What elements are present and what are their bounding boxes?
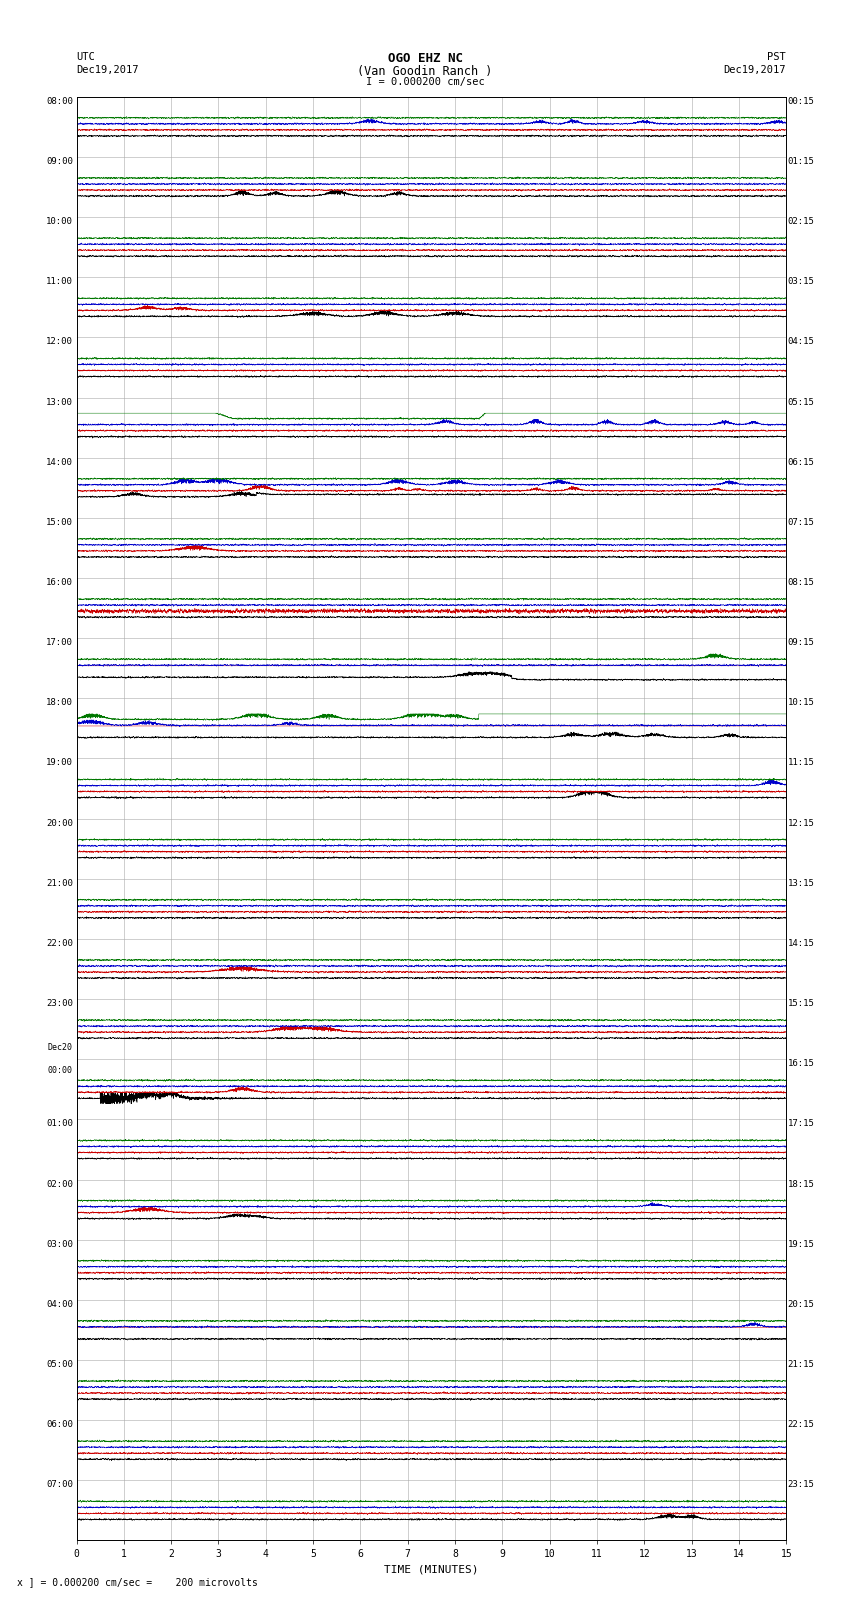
Text: 11:15: 11:15 [788, 758, 814, 768]
Text: 03:00: 03:00 [46, 1240, 73, 1248]
Text: 10:00: 10:00 [46, 218, 73, 226]
Text: Dec19,2017: Dec19,2017 [76, 65, 139, 74]
Text: 05:00: 05:00 [46, 1360, 73, 1369]
Text: 15:00: 15:00 [46, 518, 73, 527]
Text: 03:15: 03:15 [788, 277, 814, 286]
Text: 18:15: 18:15 [788, 1179, 814, 1189]
Text: 06:15: 06:15 [788, 458, 814, 466]
Text: 21:00: 21:00 [46, 879, 73, 887]
Text: OGO EHZ NC: OGO EHZ NC [388, 52, 462, 65]
Text: 01:00: 01:00 [46, 1119, 73, 1129]
Text: 15:15: 15:15 [788, 998, 814, 1008]
Text: 18:00: 18:00 [46, 698, 73, 706]
Text: 19:15: 19:15 [788, 1240, 814, 1248]
Text: (Van Goodin Ranch ): (Van Goodin Ranch ) [357, 65, 493, 77]
Text: 07:00: 07:00 [46, 1481, 73, 1489]
Text: 08:00: 08:00 [46, 97, 73, 106]
Text: 19:00: 19:00 [46, 758, 73, 768]
Text: I = 0.000200 cm/sec: I = 0.000200 cm/sec [366, 77, 484, 87]
Text: 07:15: 07:15 [788, 518, 814, 527]
Text: 06:00: 06:00 [46, 1419, 73, 1429]
X-axis label: TIME (MINUTES): TIME (MINUTES) [384, 1565, 479, 1574]
Text: 13:00: 13:00 [46, 397, 73, 406]
Text: 16:00: 16:00 [46, 577, 73, 587]
Text: x ] = 0.000200 cm/sec =    200 microvolts: x ] = 0.000200 cm/sec = 200 microvolts [17, 1578, 258, 1587]
Text: 23:15: 23:15 [788, 1481, 814, 1489]
Text: 10:15: 10:15 [788, 698, 814, 706]
Text: Dec20: Dec20 [48, 1044, 73, 1052]
Text: 02:15: 02:15 [788, 218, 814, 226]
Text: 09:00: 09:00 [46, 156, 73, 166]
Text: 04:00: 04:00 [46, 1300, 73, 1308]
Text: 00:15: 00:15 [788, 97, 814, 106]
Text: 01:15: 01:15 [788, 156, 814, 166]
Text: 04:15: 04:15 [788, 337, 814, 347]
Text: 14:00: 14:00 [46, 458, 73, 466]
Text: 09:15: 09:15 [788, 639, 814, 647]
Text: 11:00: 11:00 [46, 277, 73, 286]
Text: 22:00: 22:00 [46, 939, 73, 948]
Text: 20:15: 20:15 [788, 1300, 814, 1308]
Text: 22:15: 22:15 [788, 1419, 814, 1429]
Text: 05:15: 05:15 [788, 397, 814, 406]
Text: 16:15: 16:15 [788, 1060, 814, 1068]
Text: UTC: UTC [76, 52, 95, 61]
Text: 21:15: 21:15 [788, 1360, 814, 1369]
Text: 12:15: 12:15 [788, 819, 814, 827]
Text: 12:00: 12:00 [46, 337, 73, 347]
Text: 23:00: 23:00 [46, 998, 73, 1008]
Text: 00:00: 00:00 [48, 1066, 73, 1076]
Text: 08:15: 08:15 [788, 577, 814, 587]
Text: 13:15: 13:15 [788, 879, 814, 887]
Text: 02:00: 02:00 [46, 1179, 73, 1189]
Text: 20:00: 20:00 [46, 819, 73, 827]
Text: PST: PST [768, 52, 786, 61]
Text: 17:00: 17:00 [46, 639, 73, 647]
Text: 17:15: 17:15 [788, 1119, 814, 1129]
Text: 14:15: 14:15 [788, 939, 814, 948]
Text: Dec19,2017: Dec19,2017 [723, 65, 786, 74]
